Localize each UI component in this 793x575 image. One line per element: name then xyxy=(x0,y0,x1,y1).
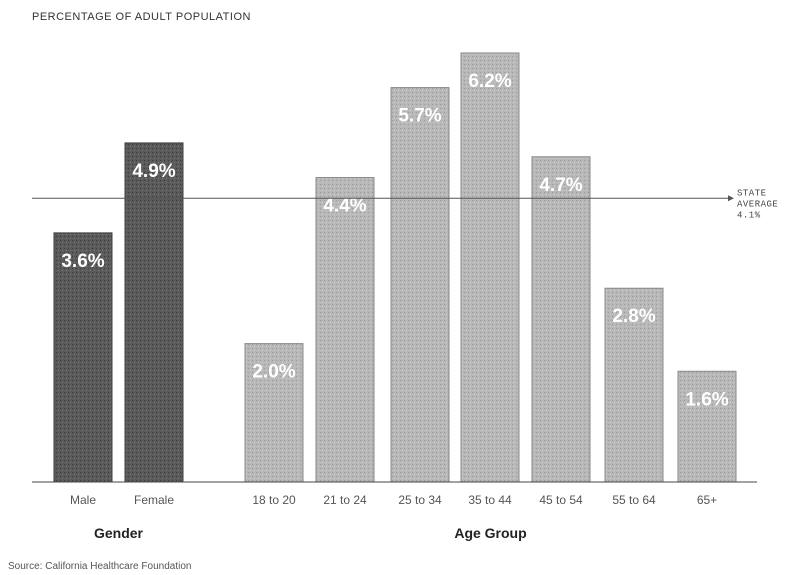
tick-label-55-to-64: 55 to 64 xyxy=(612,493,656,507)
value-label-male: 3.6% xyxy=(61,251,104,272)
value-label-35-to-44: 6.2% xyxy=(468,71,511,92)
tick-label-35-to-44: 35 to 44 xyxy=(468,493,512,507)
bar-25-to-34 xyxy=(390,87,450,483)
bars-layer: 3.6% 4.9% 2.0% 4.4% 5.7% 6.2% 4.7% 2.8% 1.6% xyxy=(53,52,737,483)
tick-label-65: 65+ xyxy=(697,493,717,507)
value-label-65: 1.6% xyxy=(685,389,728,410)
group-label-gender: Gender xyxy=(94,525,144,541)
value-label-25-to-34: 5.7% xyxy=(398,106,441,127)
chart-title: PERCENTAGE OF ADULT POPULATION xyxy=(32,11,251,23)
bar-65 xyxy=(677,370,737,483)
tick-label-female: Female xyxy=(134,493,174,507)
value-label-21-to-24: 4.4% xyxy=(323,196,366,217)
bar-21-to-24 xyxy=(315,177,375,483)
bar-18-to-20 xyxy=(244,343,304,483)
state-average-label-line-1: STATE xyxy=(737,188,767,198)
value-label-45-to-54: 4.7% xyxy=(539,175,582,196)
tick-label-25-to-34: 25 to 34 xyxy=(398,493,442,507)
value-label-55-to-64: 2.8% xyxy=(612,306,655,327)
bar-female xyxy=(124,142,184,483)
tick-label-21-to-24: 21 to 24 xyxy=(323,493,367,507)
state-average-label-line-3: 4.1% xyxy=(737,210,761,220)
bar-45-to-54 xyxy=(531,156,591,483)
tick-label-45-to-54: 45 to 54 xyxy=(539,493,583,507)
source-note: Source: California Healthcare Foundation xyxy=(8,561,191,572)
state-average-arrow xyxy=(728,195,734,202)
x-tick-labels: Male Female 18 to 20 21 to 24 25 to 34 35 to … xyxy=(70,493,717,507)
tick-label-male: Male xyxy=(70,493,96,507)
group-labels: Gender Age Group xyxy=(94,525,527,541)
bar-55-to-64 xyxy=(604,287,664,483)
tick-label-18-to-20: 18 to 20 xyxy=(252,493,296,507)
state-average-label-line-2: AVERAGE xyxy=(737,199,778,209)
bar-male xyxy=(53,232,113,483)
group-label-age-group: Age Group xyxy=(454,525,526,541)
bar-35-to-44 xyxy=(460,52,520,483)
value-label-female: 4.9% xyxy=(132,161,175,182)
value-label-18-to-20: 2.0% xyxy=(252,362,295,383)
